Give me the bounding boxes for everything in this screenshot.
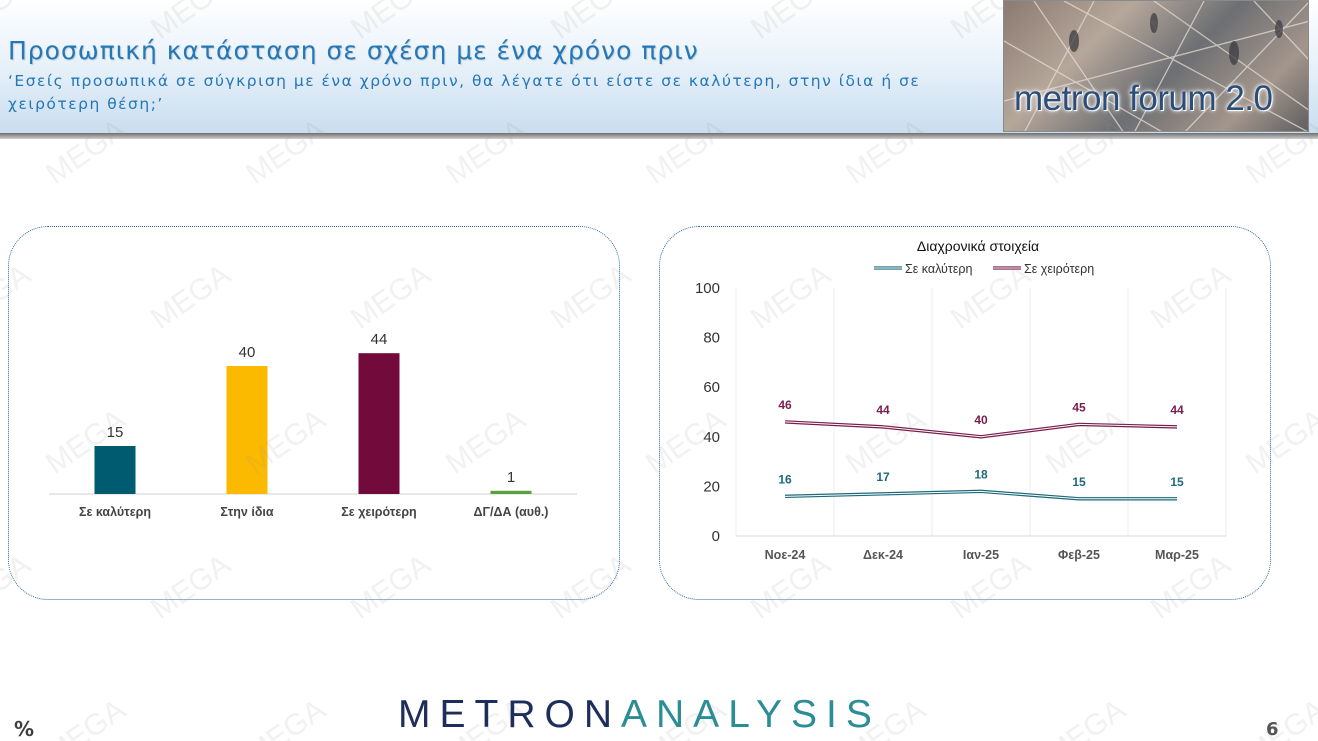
data-label: 44 bbox=[876, 403, 890, 417]
watermark-text: MEGA bbox=[40, 693, 131, 741]
brand-part-analysis: ANALYSIS bbox=[621, 693, 881, 736]
x-category-label: Μαρ-25 bbox=[1155, 548, 1199, 562]
line-chart-card: Διαχρονικά στοιχεία Σε καλύτερη Σε χειρότε… bbox=[659, 226, 1271, 600]
bar-category-label: Σε καλύτερη bbox=[79, 505, 151, 519]
x-category-label: Νοε-24 bbox=[765, 548, 806, 562]
x-category-label: Δεκ-24 bbox=[863, 548, 903, 562]
data-label: 17 bbox=[876, 470, 890, 484]
brand-part-metron: METRON bbox=[398, 693, 621, 736]
y-tick-label: 60 bbox=[703, 379, 720, 396]
data-label: 44 bbox=[1170, 403, 1184, 417]
data-label: 18 bbox=[974, 467, 988, 481]
data-label: 40 bbox=[974, 413, 988, 427]
watermark-text: MEGA bbox=[1040, 693, 1131, 741]
logo-pattern bbox=[1004, 1, 1308, 131]
y-tick-label: 40 bbox=[703, 429, 720, 446]
data-label: 16 bbox=[778, 472, 792, 486]
data-label: 15 bbox=[1072, 475, 1086, 489]
y-tick-label: 0 bbox=[712, 528, 720, 545]
page-title: Προσωπική κατάσταση σε σχέση με ένα χρόν… bbox=[8, 36, 699, 65]
bar-value-label: 1 bbox=[507, 469, 515, 486]
bar-category-label: ΔΓ/ΔΑ (αυθ.) bbox=[474, 505, 549, 519]
bar-chart-card: 15 Σε καλύτερη 40 Στην ίδια 44 Σε χειρότερη 1 Δ… bbox=[8, 226, 620, 600]
line-chart-title: Διαχρονικά στοιχεία bbox=[917, 238, 1039, 254]
bar-value-label: 44 bbox=[371, 331, 388, 348]
x-category-label: Φεβ-25 bbox=[1058, 548, 1100, 562]
page-subtitle: ‘Εσείς προσωπικά σε σύγκριση με ένα χρόν… bbox=[8, 72, 921, 113]
legend-label-2: Σε χειρότερη bbox=[1024, 262, 1094, 276]
metron-forum-logo: metron forum 2.0 bbox=[1003, 0, 1309, 132]
bar-chart: 15 Σε καλύτερη 40 Στην ίδια 44 Σε χειρότερη 1 Δ… bbox=[49, 331, 577, 519]
logo-text: metron forum 2.0 bbox=[1014, 79, 1273, 118]
line-chart: Διαχρονικά στοιχεία Σε καλύτερη Σε χειρότε… bbox=[695, 238, 1227, 562]
unit-label: % bbox=[14, 717, 35, 741]
watermark-text: MEGA bbox=[1240, 693, 1318, 741]
series-line-highlight-1 bbox=[784, 490, 1177, 500]
bar-category-label: Σε χειρότερη bbox=[341, 505, 416, 519]
bar-4 bbox=[490, 490, 532, 494]
data-label: 15 bbox=[1170, 475, 1184, 489]
page-number: 6 bbox=[1266, 719, 1279, 740]
series-line-highlight-2 bbox=[784, 421, 1178, 438]
bar-2 bbox=[226, 366, 268, 494]
watermark-text: MEGA bbox=[240, 693, 331, 741]
x-category-label: Ιαν-25 bbox=[963, 548, 999, 562]
metron-analysis-brand: METRONANALYSIS bbox=[398, 693, 881, 737]
y-tick-label: 20 bbox=[703, 478, 720, 495]
bar-value-label: 40 bbox=[239, 344, 256, 361]
bar-1 bbox=[94, 446, 136, 494]
data-label: 45 bbox=[1072, 400, 1086, 414]
legend-label-1: Σε καλύτερη bbox=[905, 262, 973, 276]
bar-value-label: 15 bbox=[107, 424, 124, 441]
y-tick-label: 80 bbox=[703, 330, 720, 347]
y-tick-label: 100 bbox=[695, 280, 720, 297]
header-divider bbox=[0, 133, 1318, 139]
bar-3 bbox=[358, 353, 400, 494]
data-label: 46 bbox=[778, 398, 792, 412]
bar-category-label: Στην ίδια bbox=[220, 505, 273, 519]
